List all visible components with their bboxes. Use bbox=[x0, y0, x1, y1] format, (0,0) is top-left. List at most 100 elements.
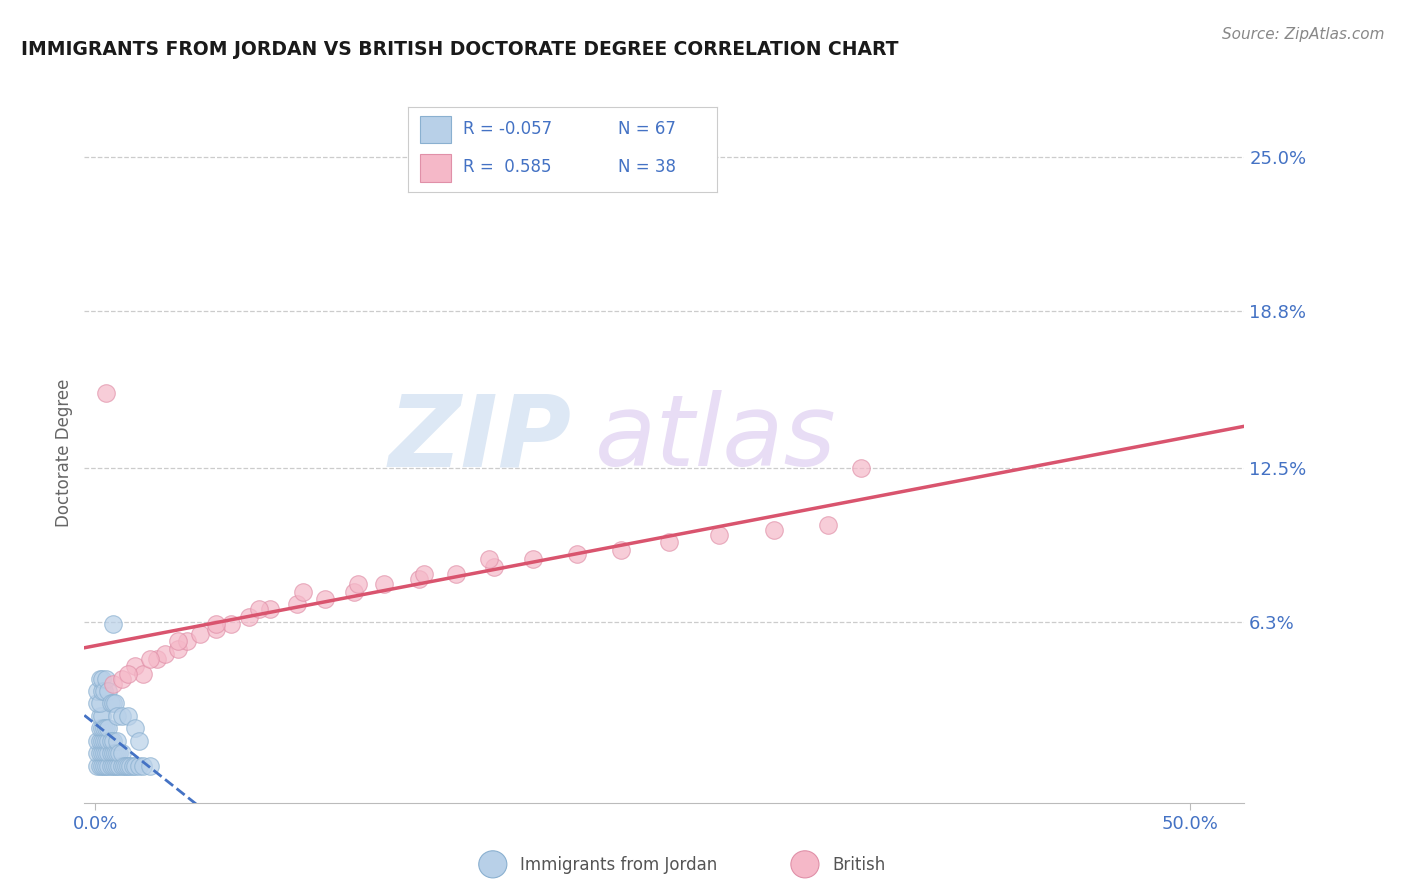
Point bbox=[204, 622, 226, 636]
Point bbox=[89, 672, 111, 686]
Point bbox=[145, 652, 167, 666]
Text: ZIP: ZIP bbox=[388, 390, 571, 487]
Point bbox=[219, 617, 242, 632]
Point bbox=[104, 758, 127, 772]
Point bbox=[96, 746, 118, 760]
Point bbox=[117, 758, 139, 772]
Point bbox=[108, 746, 131, 760]
Point bbox=[121, 758, 143, 772]
Point bbox=[97, 684, 120, 698]
Point bbox=[110, 672, 132, 686]
Point bbox=[89, 721, 111, 735]
Circle shape bbox=[792, 851, 820, 878]
Point bbox=[101, 697, 124, 711]
Point bbox=[128, 758, 150, 772]
Text: British: British bbox=[832, 856, 886, 874]
Point bbox=[86, 746, 108, 760]
Point bbox=[482, 560, 505, 574]
Point bbox=[342, 584, 364, 599]
Point bbox=[100, 697, 122, 711]
Text: R = -0.057: R = -0.057 bbox=[464, 120, 553, 138]
Point bbox=[124, 659, 146, 673]
Text: N = 67: N = 67 bbox=[619, 120, 676, 138]
Point bbox=[105, 709, 128, 723]
Point bbox=[314, 592, 336, 607]
Bar bbox=[420, 116, 451, 144]
Point bbox=[204, 617, 226, 632]
Text: R =  0.585: R = 0.585 bbox=[464, 158, 553, 176]
Point bbox=[347, 577, 370, 591]
Y-axis label: Doctorate Degree: Doctorate Degree bbox=[55, 378, 73, 527]
Point bbox=[90, 721, 112, 735]
Point bbox=[292, 584, 315, 599]
Point bbox=[96, 758, 118, 772]
Point bbox=[609, 542, 631, 557]
Point bbox=[132, 758, 155, 772]
Point bbox=[132, 666, 155, 681]
Point bbox=[96, 721, 118, 735]
Point bbox=[89, 746, 111, 760]
Point bbox=[86, 684, 108, 698]
Point bbox=[104, 746, 127, 760]
Point bbox=[100, 758, 122, 772]
Point bbox=[89, 697, 111, 711]
Point bbox=[176, 634, 198, 648]
Point bbox=[117, 666, 139, 681]
Point bbox=[90, 733, 112, 747]
Point bbox=[110, 758, 132, 772]
Point bbox=[412, 567, 434, 582]
Point bbox=[817, 517, 839, 532]
Point bbox=[89, 733, 111, 747]
Point bbox=[851, 460, 873, 475]
Point bbox=[478, 552, 501, 566]
Bar bbox=[420, 154, 451, 182]
Point bbox=[97, 721, 120, 735]
Point bbox=[110, 746, 132, 760]
Point bbox=[167, 634, 190, 648]
Point bbox=[101, 617, 124, 632]
Point bbox=[93, 721, 115, 735]
Point bbox=[93, 684, 115, 698]
Point bbox=[97, 733, 120, 747]
Point bbox=[446, 567, 468, 582]
Point bbox=[238, 609, 260, 624]
Point bbox=[90, 709, 112, 723]
Point bbox=[112, 758, 135, 772]
Point bbox=[128, 733, 150, 747]
Point bbox=[101, 676, 124, 690]
Point bbox=[93, 746, 115, 760]
Point bbox=[96, 386, 118, 401]
Point bbox=[89, 758, 111, 772]
Point bbox=[115, 758, 138, 772]
Point bbox=[101, 733, 124, 747]
Point bbox=[86, 733, 108, 747]
Point bbox=[90, 672, 112, 686]
Point bbox=[100, 746, 122, 760]
Point bbox=[86, 697, 108, 711]
Point bbox=[120, 758, 142, 772]
Point bbox=[108, 758, 131, 772]
Point bbox=[105, 733, 128, 747]
Point bbox=[96, 672, 118, 686]
Point bbox=[707, 527, 730, 541]
Point bbox=[90, 746, 112, 760]
Point bbox=[124, 721, 146, 735]
Text: Immigrants from Jordan: Immigrants from Jordan bbox=[520, 856, 717, 874]
Text: IMMIGRANTS FROM JORDAN VS BRITISH DOCTORATE DEGREE CORRELATION CHART: IMMIGRANTS FROM JORDAN VS BRITISH DOCTOR… bbox=[21, 40, 898, 59]
Point bbox=[117, 709, 139, 723]
Text: Source: ZipAtlas.com: Source: ZipAtlas.com bbox=[1222, 27, 1385, 42]
Point bbox=[188, 627, 211, 641]
Point bbox=[139, 652, 162, 666]
Point bbox=[110, 709, 132, 723]
Point bbox=[124, 758, 146, 772]
Point bbox=[101, 746, 124, 760]
Point bbox=[104, 697, 127, 711]
Point bbox=[285, 597, 308, 611]
Text: atlas: atlas bbox=[595, 390, 837, 487]
Point bbox=[762, 523, 785, 537]
Point bbox=[373, 577, 395, 591]
Point bbox=[167, 641, 190, 656]
Point bbox=[89, 709, 111, 723]
Point bbox=[90, 758, 112, 772]
Point bbox=[93, 758, 115, 772]
